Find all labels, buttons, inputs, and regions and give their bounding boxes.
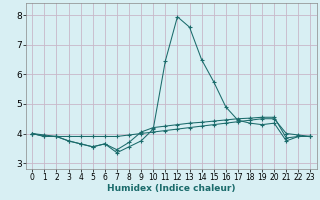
X-axis label: Humidex (Indice chaleur): Humidex (Indice chaleur) — [107, 184, 236, 193]
